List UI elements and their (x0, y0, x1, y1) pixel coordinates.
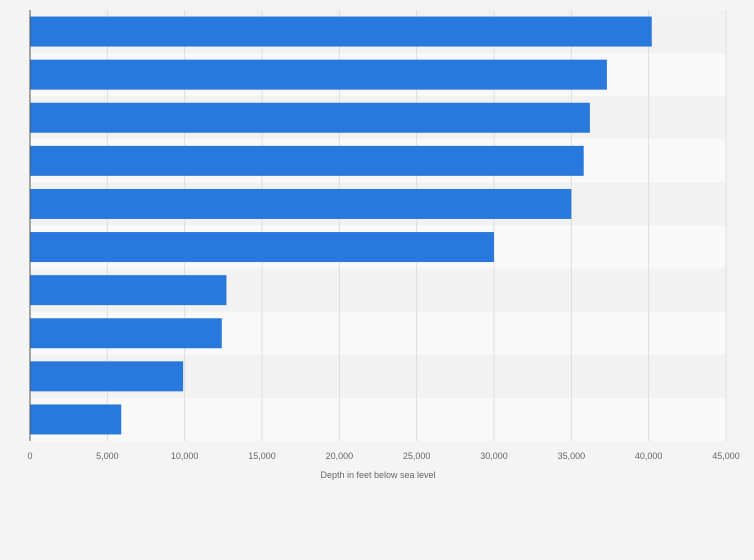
bar[interactable] (30, 16, 652, 47)
row-band (30, 397, 726, 441)
bar[interactable] (30, 232, 494, 263)
bar[interactable] (30, 188, 572, 219)
x-tick-label: 30,000 (480, 451, 508, 461)
bars (30, 16, 652, 435)
x-tick-label: 10,000 (171, 451, 199, 461)
x-tick-label: 15,000 (248, 451, 276, 461)
x-tick-label: 45,000 (712, 451, 740, 461)
bar[interactable] (30, 318, 222, 349)
x-tick-label: 40,000 (635, 451, 663, 461)
bar[interactable] (30, 404, 122, 435)
bar[interactable] (30, 59, 607, 90)
x-tick-label: 5,000 (96, 451, 119, 461)
x-tick-label: 20,000 (326, 451, 354, 461)
bar[interactable] (30, 275, 227, 306)
x-tick-label: 25,000 (403, 451, 431, 461)
x-tick-label: 35,000 (558, 451, 586, 461)
x-axis-title: Depth in feet below sea level (320, 470, 435, 480)
x-tick-label: 0 (27, 451, 32, 461)
bar[interactable] (30, 145, 584, 176)
x-axis-tick-labels: 0 5,000 10,000 15,000 20,000 25,000 30,000 35,0… (27, 451, 739, 461)
bar[interactable] (30, 361, 184, 392)
bar[interactable] (30, 102, 590, 133)
